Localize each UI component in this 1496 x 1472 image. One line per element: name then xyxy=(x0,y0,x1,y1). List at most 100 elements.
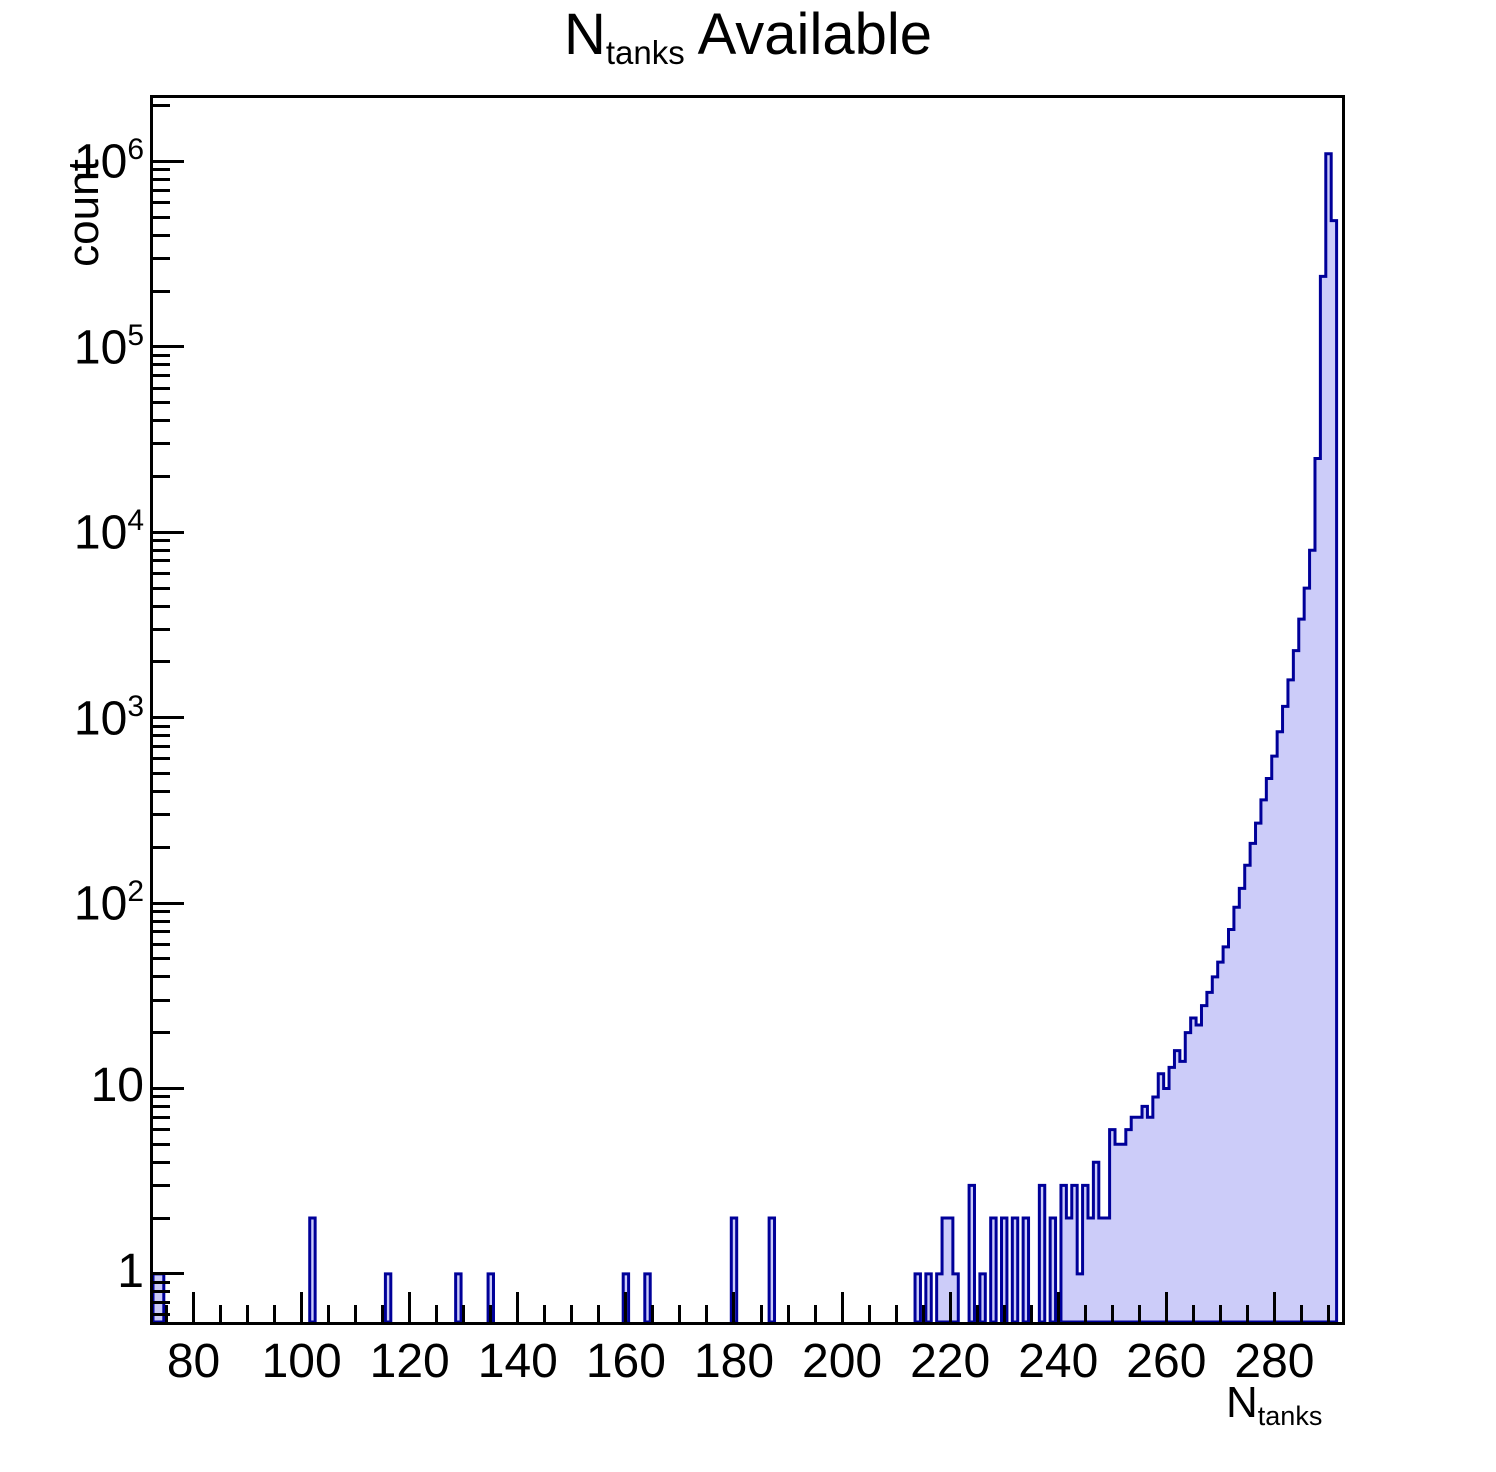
y-axis-minor-tick xyxy=(153,1280,170,1284)
x-axis-minor-tick xyxy=(894,1305,898,1322)
y-axis-tick-label: 10 xyxy=(91,1062,144,1110)
y-axis-minor-tick xyxy=(153,975,170,979)
y-axis-minor-tick xyxy=(153,539,170,543)
x-axis-minor-tick xyxy=(543,1305,547,1322)
y-axis-title: count xyxy=(59,159,108,267)
y-axis-minor-tick xyxy=(153,104,170,108)
y-axis-minor-tick xyxy=(153,604,170,608)
x-axis-major-tick xyxy=(840,1292,844,1322)
y-tick-exponent: 2 xyxy=(127,875,144,909)
y-axis-minor-tick xyxy=(153,627,170,631)
y-axis-minor-tick xyxy=(153,363,170,367)
y-axis-minor-tick xyxy=(153,548,170,552)
x-axis-major-tick xyxy=(948,1292,952,1322)
x-axis-minor-tick xyxy=(759,1305,763,1322)
y-axis-minor-tick xyxy=(153,419,170,423)
x-axis-tick-label: 160 xyxy=(585,1335,666,1388)
y-tick-base: 10 xyxy=(73,136,128,190)
x-axis-minor-tick xyxy=(975,1305,979,1322)
y-axis-minor-tick xyxy=(153,1160,170,1164)
y-axis-minor-tick xyxy=(153,845,170,849)
x-axis-minor-tick xyxy=(165,1305,168,1322)
y-axis-tick-label: 105 xyxy=(73,318,144,375)
x-axis-major-tick xyxy=(516,1292,520,1322)
y-axis-minor-tick xyxy=(153,188,170,192)
y-axis-minor-tick xyxy=(153,1095,170,1099)
y-tick-exponent: 5 xyxy=(127,318,144,352)
y-axis-minor-tick xyxy=(153,571,170,575)
x-axis-tick-label: 220 xyxy=(910,1335,991,1388)
chart-title-rest: Available xyxy=(684,2,932,67)
y-axis-minor-tick xyxy=(153,1142,170,1146)
y-axis-major-tick xyxy=(153,345,184,349)
x-axis-minor-tick xyxy=(489,1305,493,1322)
y-axis-minor-tick xyxy=(153,168,170,172)
y-axis-minor-tick xyxy=(153,919,170,923)
x-axis-title-main: N xyxy=(1226,1378,1258,1427)
y-axis-minor-tick xyxy=(153,1313,170,1317)
y-axis-minor-tick xyxy=(153,744,170,748)
y-axis-major-tick xyxy=(153,901,184,905)
x-axis-minor-tick xyxy=(435,1305,439,1322)
x-axis-minor-tick xyxy=(273,1305,277,1322)
y-axis-major-tick xyxy=(153,159,184,163)
x-axis-minor-tick xyxy=(921,1305,925,1322)
x-axis-tick-label: 240 xyxy=(1018,1335,1099,1388)
y-axis-tick-label: 106 xyxy=(74,135,144,187)
x-axis-title: Ntanks xyxy=(1226,1378,1322,1432)
y-tick-exponent: 3 xyxy=(127,689,144,723)
x-axis-major-tick xyxy=(1164,1292,1168,1322)
y-axis-minor-tick xyxy=(153,930,170,934)
y-axis-minor-tick xyxy=(153,201,170,205)
plot-frame xyxy=(150,95,1345,1325)
x-axis-minor-tick xyxy=(354,1305,358,1322)
y-axis-minor-tick xyxy=(153,1104,170,1108)
y-axis-minor-tick xyxy=(153,734,170,738)
y-axis-minor-tick xyxy=(153,1216,170,1220)
y-axis-major-tick xyxy=(153,530,184,534)
y-axis-minor-tick xyxy=(153,586,170,590)
y-tick-base: 1 xyxy=(117,1244,144,1298)
y-tick-base: 10 xyxy=(73,692,128,746)
y-axis-minor-tick xyxy=(153,724,170,728)
y-axis-tick-label: 103 xyxy=(73,689,144,746)
y-axis-minor-tick xyxy=(153,813,170,817)
plot-area xyxy=(153,98,1342,1322)
y-axis-minor-tick xyxy=(153,1301,170,1305)
y-tick-base: 10 xyxy=(73,506,128,560)
x-axis-minor-tick xyxy=(1218,1305,1222,1322)
x-axis-minor-tick xyxy=(813,1305,817,1322)
x-axis-tick-label: 260 xyxy=(1126,1335,1207,1388)
histogram-path xyxy=(153,154,1337,1322)
histogram-series xyxy=(153,98,1342,1322)
x-axis-tick-label: 200 xyxy=(802,1335,883,1388)
x-axis-major-tick xyxy=(1056,1292,1060,1322)
x-axis-minor-tick xyxy=(1245,1305,1249,1322)
y-axis-major-tick xyxy=(153,1086,184,1090)
x-axis-minor-tick xyxy=(381,1305,385,1322)
y-axis-minor-tick xyxy=(153,177,170,181)
chart-title: Ntanks Available xyxy=(0,6,1496,69)
y-axis-minor-tick xyxy=(153,289,170,293)
y-axis-minor-tick xyxy=(153,998,170,1002)
y-axis-minor-tick xyxy=(153,353,170,357)
x-axis-minor-tick xyxy=(1083,1305,1087,1322)
y-axis-minor-tick xyxy=(153,1128,170,1132)
y-axis-minor-tick xyxy=(153,256,170,260)
chart-title-subscript: tanks xyxy=(605,33,685,71)
x-axis-major-tick xyxy=(624,1292,628,1322)
x-axis-minor-tick xyxy=(1002,1305,1006,1322)
y-axis-minor-tick xyxy=(153,386,170,390)
y-axis-major-tick xyxy=(153,1272,184,1276)
x-axis-minor-tick xyxy=(246,1305,250,1322)
x-axis-minor-tick xyxy=(462,1305,466,1322)
y-tick-base: 10 xyxy=(73,321,128,375)
x-axis-major-tick xyxy=(192,1292,196,1322)
y-axis-minor-tick xyxy=(153,789,170,793)
x-axis-major-tick xyxy=(408,1292,412,1322)
y-axis-minor-tick xyxy=(153,559,170,563)
x-axis-tick-label: 280 xyxy=(1234,1335,1315,1388)
y-axis-minor-tick xyxy=(153,660,170,664)
y-axis-minor-tick xyxy=(153,374,170,378)
